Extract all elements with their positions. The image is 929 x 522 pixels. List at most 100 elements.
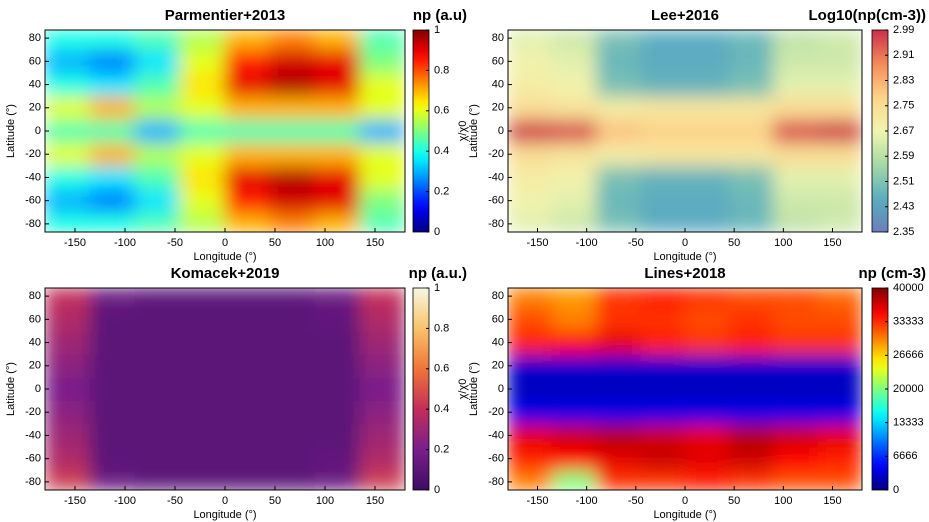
cell xyxy=(640,307,686,332)
cell xyxy=(45,446,91,471)
field xyxy=(508,288,862,490)
colorbar-tick-label: 2.67 xyxy=(893,125,914,137)
cell xyxy=(640,288,686,309)
cell xyxy=(314,330,361,355)
cell xyxy=(314,211,361,232)
cell xyxy=(89,72,136,97)
cell xyxy=(817,118,862,144)
cell xyxy=(314,353,361,378)
cell xyxy=(314,165,361,190)
cell xyxy=(640,30,686,51)
cell xyxy=(551,211,597,232)
colorbar-tick-label: 0.8 xyxy=(434,64,449,76)
colorbar-tick-label: 40000 xyxy=(893,282,924,294)
cell xyxy=(684,376,730,402)
panel: -150 -100 -50 0 50 100 150 -80 -60 -40 -20 0 20 40 60 8… xyxy=(468,7,926,263)
cell xyxy=(640,118,686,144)
cell xyxy=(224,330,271,355)
chart-title: Lines+2018 xyxy=(644,265,725,282)
cell xyxy=(45,72,91,97)
y-tick-label: 20 xyxy=(492,102,504,114)
cell xyxy=(45,307,91,332)
x-tick-label: -50 xyxy=(167,237,183,249)
cell xyxy=(314,188,361,213)
cell xyxy=(551,142,597,167)
cell xyxy=(508,288,553,309)
colorbar-tick-label: 13333 xyxy=(893,417,924,429)
cell xyxy=(359,423,405,448)
cell xyxy=(89,188,136,213)
y-tick-label: 60 xyxy=(29,55,41,67)
cell xyxy=(224,307,271,332)
cell xyxy=(596,376,642,402)
cell xyxy=(359,211,405,232)
colorbar-tick-label: 0 xyxy=(434,484,440,496)
y-tick-label: -60 xyxy=(25,453,41,465)
cell xyxy=(596,95,642,120)
colorbar xyxy=(412,287,430,491)
cell xyxy=(134,211,181,232)
colorbar-label: χ/χ0 xyxy=(457,379,469,400)
cell xyxy=(224,165,271,190)
cell xyxy=(179,469,226,490)
plot-area xyxy=(508,288,862,490)
cell xyxy=(508,376,553,402)
cell xyxy=(508,118,553,144)
cell xyxy=(640,72,686,97)
cell xyxy=(640,142,686,167)
cell xyxy=(728,400,774,425)
cell xyxy=(45,211,91,232)
cell xyxy=(728,72,774,97)
x-tick-label: 150 xyxy=(366,495,384,507)
cell xyxy=(224,30,271,51)
cell xyxy=(269,469,316,490)
cell xyxy=(45,118,91,144)
cell xyxy=(89,95,136,120)
colorbar-tick-label: 2.51 xyxy=(893,175,914,187)
cell xyxy=(817,288,862,309)
colorbar-title: np (cm-3) xyxy=(859,265,927,282)
cell xyxy=(269,446,316,471)
cell xyxy=(728,142,774,167)
panel: -150 -100 -50 0 50 100 150 -80 -60 -40 -20 0 20 40 60 8… xyxy=(468,265,926,521)
cell xyxy=(89,49,136,74)
y-axis-label: Latitude (°) xyxy=(468,104,480,158)
cell xyxy=(45,165,91,190)
cell xyxy=(728,188,774,213)
cell xyxy=(134,95,181,120)
colorbar-tick-label: 26666 xyxy=(893,349,924,361)
cell xyxy=(179,188,226,213)
cell xyxy=(224,288,271,309)
cell xyxy=(596,142,642,167)
cell xyxy=(269,72,316,97)
cell xyxy=(314,118,361,144)
y-tick-label: -40 xyxy=(488,171,504,183)
colorbar-title: Log10(np(cm-3)) xyxy=(809,7,927,24)
cell xyxy=(684,423,730,448)
y-tick-label: 80 xyxy=(29,32,41,44)
cell xyxy=(640,400,686,425)
cell xyxy=(45,49,91,74)
cell xyxy=(508,423,553,448)
y-tick-label: 40 xyxy=(29,336,41,348)
y-tick-label: -40 xyxy=(25,429,41,441)
cell xyxy=(728,423,774,448)
cell xyxy=(224,446,271,471)
cell xyxy=(89,211,136,232)
y-tick-label: 20 xyxy=(492,360,504,372)
cell xyxy=(817,72,862,97)
cell xyxy=(773,400,819,425)
cell xyxy=(551,165,597,190)
cell xyxy=(596,400,642,425)
colorbar-tick-label: 0.8 xyxy=(434,322,449,334)
y-tick-label: -80 xyxy=(488,476,504,488)
cell xyxy=(596,469,642,490)
colorbar-tick-label: 0.4 xyxy=(434,145,449,157)
cell xyxy=(89,423,136,448)
cell xyxy=(45,423,91,448)
cell xyxy=(224,469,271,490)
cell xyxy=(179,353,226,378)
x-tick-label: -100 xyxy=(576,237,598,249)
cell xyxy=(134,30,181,51)
